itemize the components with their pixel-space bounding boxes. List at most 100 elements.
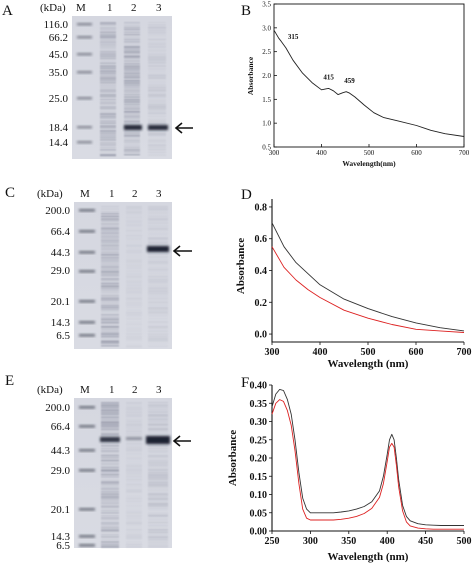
chart-d-ytick-label: 0.0 bbox=[255, 330, 268, 341]
gel-c-lane3-band bbox=[148, 333, 168, 335]
gel-e-lane1-band bbox=[101, 416, 119, 418]
gel-e-lane2-band bbox=[126, 471, 142, 474]
gel-e-lane2-band bbox=[126, 495, 142, 497]
gel-c-lane2-band bbox=[126, 223, 142, 225]
gel-e-lane-m: M bbox=[80, 384, 90, 396]
gel-c-lane2-band bbox=[126, 258, 142, 262]
gel-c-lane1-band bbox=[101, 304, 119, 307]
gel-c-lane3-band bbox=[148, 306, 168, 310]
gel-c-lane2-band bbox=[126, 338, 142, 340]
gel-c-lane2-band bbox=[126, 278, 142, 280]
gel-a-lane3-band bbox=[148, 98, 166, 101]
gel-e-lane3-band bbox=[148, 481, 168, 484]
gel-c-lane3-band bbox=[148, 309, 168, 312]
gel-c-lane2-band bbox=[126, 256, 142, 258]
gel-c-lane2-band bbox=[126, 323, 142, 326]
gel-e: (kDa) M 1 2 3 200.0 66.4 44.3 29.0 20.1 … bbox=[37, 384, 191, 552]
gel-e-lane1-band bbox=[101, 402, 119, 404]
gel-c-marker-band bbox=[79, 209, 95, 212]
gel-a-lane1-band bbox=[100, 43, 116, 46]
gel-a-marker-band bbox=[77, 141, 92, 144]
gel-e-lane2-band bbox=[126, 534, 142, 537]
chart-f-xtick-label: 400 bbox=[380, 536, 395, 547]
gel-e-lane3-band bbox=[148, 454, 168, 458]
gel-c-lane1-band bbox=[101, 333, 119, 335]
gel-c-lane-m: M bbox=[80, 188, 90, 200]
gel-e-lane2-band bbox=[126, 531, 142, 534]
gel-a-lane-2: 2 bbox=[131, 2, 137, 14]
gel-e-marker-band bbox=[79, 535, 95, 538]
gel-c-lane1-band bbox=[101, 321, 119, 324]
gel-a-marker-45: 45.0 bbox=[49, 49, 69, 61]
gel-c: (kDa) M 1 2 3 200.0 66.4 44.3 29.0 20.1 … bbox=[37, 188, 192, 349]
gel-a-lane3-band bbox=[148, 110, 166, 114]
gel-a-lane3-band bbox=[148, 34, 166, 36]
gel-c-marker-6: 6.5 bbox=[56, 330, 70, 342]
gel-e-lane2-band bbox=[126, 541, 142, 543]
gel-c-lane2-band bbox=[126, 294, 142, 296]
gel-a-lane3-band bbox=[148, 24, 166, 26]
gel-e-lane1-band bbox=[101, 471, 119, 474]
gel-e-lane1-band bbox=[101, 490, 119, 493]
gel-c-lane1-band bbox=[101, 316, 119, 319]
gel-c-lane2-band bbox=[126, 242, 142, 243]
gel-a-lane3-band bbox=[148, 22, 166, 23]
gel-e-lane2-band bbox=[126, 527, 142, 529]
gel-c-lane3-band bbox=[148, 211, 168, 213]
gel-a-lane1-band bbox=[100, 74, 116, 77]
gel-c-lane1-band bbox=[101, 239, 119, 242]
gel-a-lane3-band bbox=[148, 72, 166, 75]
gel-a-lane2-band bbox=[124, 146, 140, 149]
gel-a-lane1-band bbox=[100, 31, 116, 34]
gel-a-lane1-band bbox=[100, 120, 116, 122]
gel-e-lane1-band bbox=[101, 409, 119, 412]
gel-c-lane1-band bbox=[101, 342, 119, 345]
gel-c-lane3-band bbox=[148, 326, 168, 328]
gel-a-lane3-band bbox=[148, 55, 166, 58]
gel-a-lane2-band bbox=[124, 65, 140, 68]
gel-e-lane1-band bbox=[101, 442, 119, 445]
gel-e-lane2-band bbox=[126, 409, 142, 411]
gel-a-lane3-band bbox=[148, 80, 166, 82]
gel-e-lane2-band bbox=[126, 493, 142, 494]
gel-e-lane3-band bbox=[148, 474, 168, 477]
chart-f: 250 300 350 400 450 500 0.00 0.05 0.10 0.15 0.20 0.… bbox=[227, 381, 472, 564]
gel-c-marker-band bbox=[79, 251, 95, 254]
gel-e-lane2-band bbox=[126, 469, 142, 472]
gel-a-lane2-band bbox=[124, 120, 140, 123]
gel-e-lane1-band bbox=[101, 543, 119, 546]
gel-c-lane3-band bbox=[148, 278, 168, 281]
gel-e-target-band bbox=[146, 436, 170, 444]
gel-a-lane1-band bbox=[100, 55, 116, 58]
gel-c-lane1-band bbox=[101, 270, 119, 273]
gel-c-lane3-band bbox=[148, 297, 168, 300]
gel-e-marker-20: 20.1 bbox=[51, 504, 70, 516]
gel-c-lane3-band bbox=[148, 294, 168, 297]
gel-a-lane3-band bbox=[148, 120, 166, 123]
gel-a-lane3-band bbox=[148, 139, 166, 142]
chart-f-ytick-label: 0.30 bbox=[250, 417, 268, 428]
gel-a-marker-66: 66.2 bbox=[49, 32, 68, 44]
gel-a-lane3-band bbox=[148, 122, 166, 126]
chart-f-xtick-label: 250 bbox=[265, 536, 280, 547]
gel-c-lane2-band bbox=[126, 290, 142, 293]
gel-e-lane3-band bbox=[148, 452, 168, 454]
chart-d-series-2-line bbox=[271, 246, 465, 333]
gel-c-lane2-band bbox=[126, 306, 142, 308]
chart-d-ytick-label: 0.4 bbox=[255, 266, 268, 277]
gel-e-lane1-band bbox=[101, 466, 119, 469]
gel-e-lane3-band bbox=[148, 514, 168, 517]
chart-b-ytick-label: 3.5 bbox=[262, 1, 271, 9]
gel-a-lane2-band bbox=[124, 38, 140, 41]
gel-a-lane2-band bbox=[124, 72, 140, 75]
gel-c-lane3-band bbox=[148, 280, 168, 283]
gel-e-lane3-band bbox=[148, 529, 168, 531]
chart-f-xtick-label: 450 bbox=[418, 536, 433, 547]
gel-a-lane1-band bbox=[100, 65, 116, 68]
gel-a-lane3-band bbox=[148, 144, 166, 146]
gel-c-lane1-band bbox=[101, 335, 119, 338]
gel-e-lane1-band bbox=[101, 457, 119, 459]
gel-a-lane2-band bbox=[124, 130, 140, 132]
gel-e-lane1-band bbox=[101, 505, 119, 508]
gel-e-lane1-band bbox=[101, 488, 119, 490]
